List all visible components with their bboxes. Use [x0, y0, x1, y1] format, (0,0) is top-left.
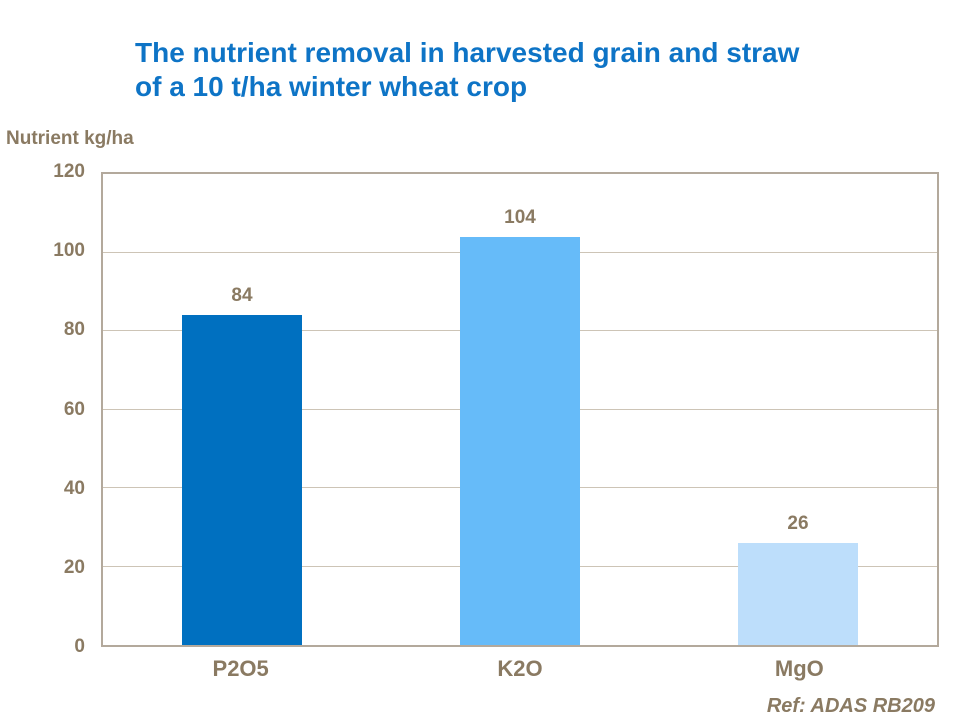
y-tick-label-40: 40 — [63, 477, 85, 499]
x-axis-labels: P2O5 K2O MgO — [101, 656, 939, 692]
y-tick-label-80: 80 — [63, 319, 85, 341]
bar-value-label-k2o: 104 — [504, 206, 536, 228]
chart-title-line2: of a 10 t/ha winter wheat crop — [135, 71, 528, 103]
y-tick-label-20: 20 — [63, 556, 85, 578]
bar-mgo — [738, 542, 858, 645]
y-axis-tick-labels: 0 20 40 60 80 100 120 — [0, 161, 85, 657]
x-axis-label-p2o5: P2O5 — [212, 656, 269, 681]
y-tick-label-60: 60 — [63, 398, 85, 420]
chart-title-line1: The nutrient removal in harvested grain … — [135, 37, 800, 68]
x-axis-label-k2o: K2O — [497, 656, 543, 681]
plot-area: 84 104 26 — [101, 172, 939, 647]
y-tick-label-0: 0 — [74, 636, 85, 657]
bar-p2o5 — [181, 315, 302, 645]
bar-value-label-p2o5: 84 — [231, 285, 253, 307]
y-axis-title: Nutrient kg/ha — [6, 128, 134, 149]
x-axis-label-mgo: MgO — [774, 656, 824, 681]
bar-value-label-mgo: 26 — [787, 512, 809, 534]
bar-k2o — [460, 236, 580, 645]
y-tick-label-120: 120 — [53, 161, 85, 182]
y-tick-label-100: 100 — [53, 240, 85, 262]
chart-title: The nutrient removal in harvested grain … — [135, 36, 935, 104]
ref-note: Ref: ADAS RB209 — [766, 695, 935, 717]
